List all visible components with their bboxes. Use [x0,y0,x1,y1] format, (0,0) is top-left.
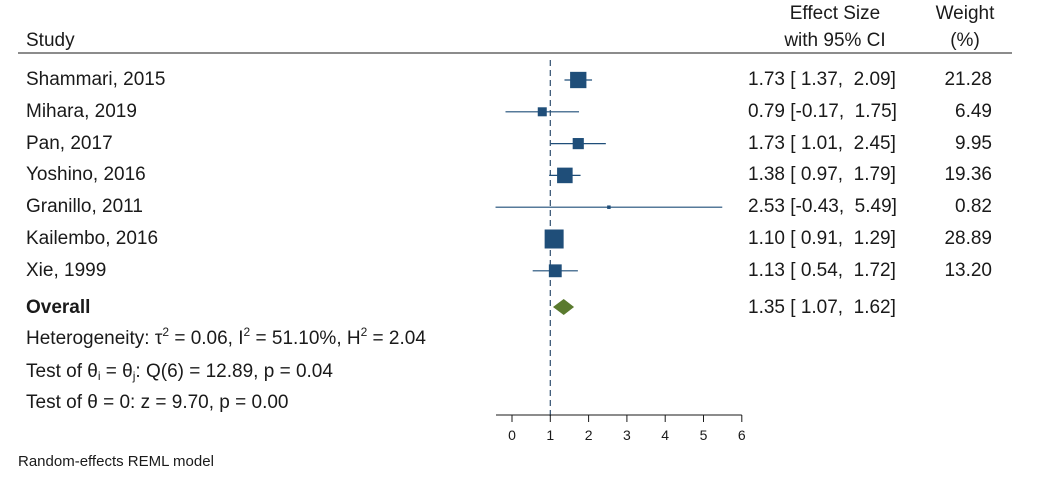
effect-square [548,264,562,278]
model-footnote: Random-effects REML model [18,453,214,470]
study-ci-text: 1.13 [ 0.54, 1.72] [748,259,896,281]
x-tick-label: 4 [661,427,669,443]
h-superscript: 2 [360,325,368,339]
x-tick-label: 1 [546,427,554,443]
study-column-header: Study [26,30,75,51]
theta-i-subscript: i [97,369,101,383]
theta-j-subscript: j [132,369,136,383]
i-superscript: 2 [243,325,251,339]
heterogeneity-stats: Heterogeneity: τ2 = 0.06, I2 = 51.10%, H… [26,325,426,350]
effect-square [537,107,547,117]
study-weight: 19.36 [944,164,992,186]
study-name: Kailembo, 2016 [26,228,159,249]
tau-superscript: 2 [162,325,170,339]
study-weight: 21.28 [944,69,992,90]
i2-value: = 51.10%, H [250,328,361,349]
x-tick-label: 5 [700,427,708,443]
effect-square [557,167,573,184]
study-weight: 6.49 [955,100,992,122]
x-tick-label: 6 [738,427,746,443]
homogeneity-test: Test of θi = θj: Q(6) = 12.89, p = 0.04 [26,361,333,383]
study-name: Shammari, 2015 [26,69,166,90]
effect-square [572,138,584,150]
study-weight: 28.89 [944,228,992,249]
overall-diamond [552,299,575,315]
study-weight: 0.82 [955,196,992,218]
study-ci-text: 0.79 [-0.17, 1.75] [748,100,897,122]
x-tick-label: 3 [623,427,631,443]
effect-square [544,229,564,249]
study-weight: 13.20 [944,259,992,281]
study-name: Mihara, 2019 [26,100,137,122]
study-name: Pan, 2017 [26,132,113,154]
homogeneity-prefix: Test of θ [26,361,98,382]
tau2-value: = 0.06, I [169,328,244,349]
overall-ci-text: 1.35 [ 1.07, 1.62] [748,297,896,318]
heterogeneity-prefix: Heterogeneity: τ [26,328,163,349]
x-tick-label: 2 [585,427,593,443]
overall-effect-test: Test of θ = 0: z = 9.70, p = 0.00 [26,392,289,413]
effect-square [607,205,611,209]
study-name: Xie, 1999 [26,259,107,281]
effect-size-header-line2: with 95% CI [784,30,886,51]
h2-value: = 2.04 [367,328,426,349]
study-ci-text: 1.38 [ 0.97, 1.79] [748,164,896,186]
homogeneity-mid: = θ [100,361,133,382]
weight-header-line1: Weight [935,3,995,24]
homogeneity-suffix: : Q(6) = 12.89, p = 0.04 [135,361,333,382]
study-ci-text: 1.73 [ 1.37, 2.09] [748,69,896,90]
x-tick-label: 0 [508,427,516,443]
study-ci-text: 2.53 [-0.43, 5.49] [748,196,897,218]
overall-label: Overall [26,297,91,318]
study-ci-text: 1.73 [ 1.01, 2.45] [748,132,896,154]
study-ci-text: 1.10 [ 0.91, 1.29] [748,228,896,249]
study-weight: 9.95 [955,132,992,154]
study-name: Granillo, 2011 [26,196,143,218]
weight-header-line2: (%) [950,30,980,51]
effect-square [570,71,587,89]
study-name: Yoshino, 2016 [26,164,146,186]
effect-size-header-line1: Effect Size [789,3,881,24]
